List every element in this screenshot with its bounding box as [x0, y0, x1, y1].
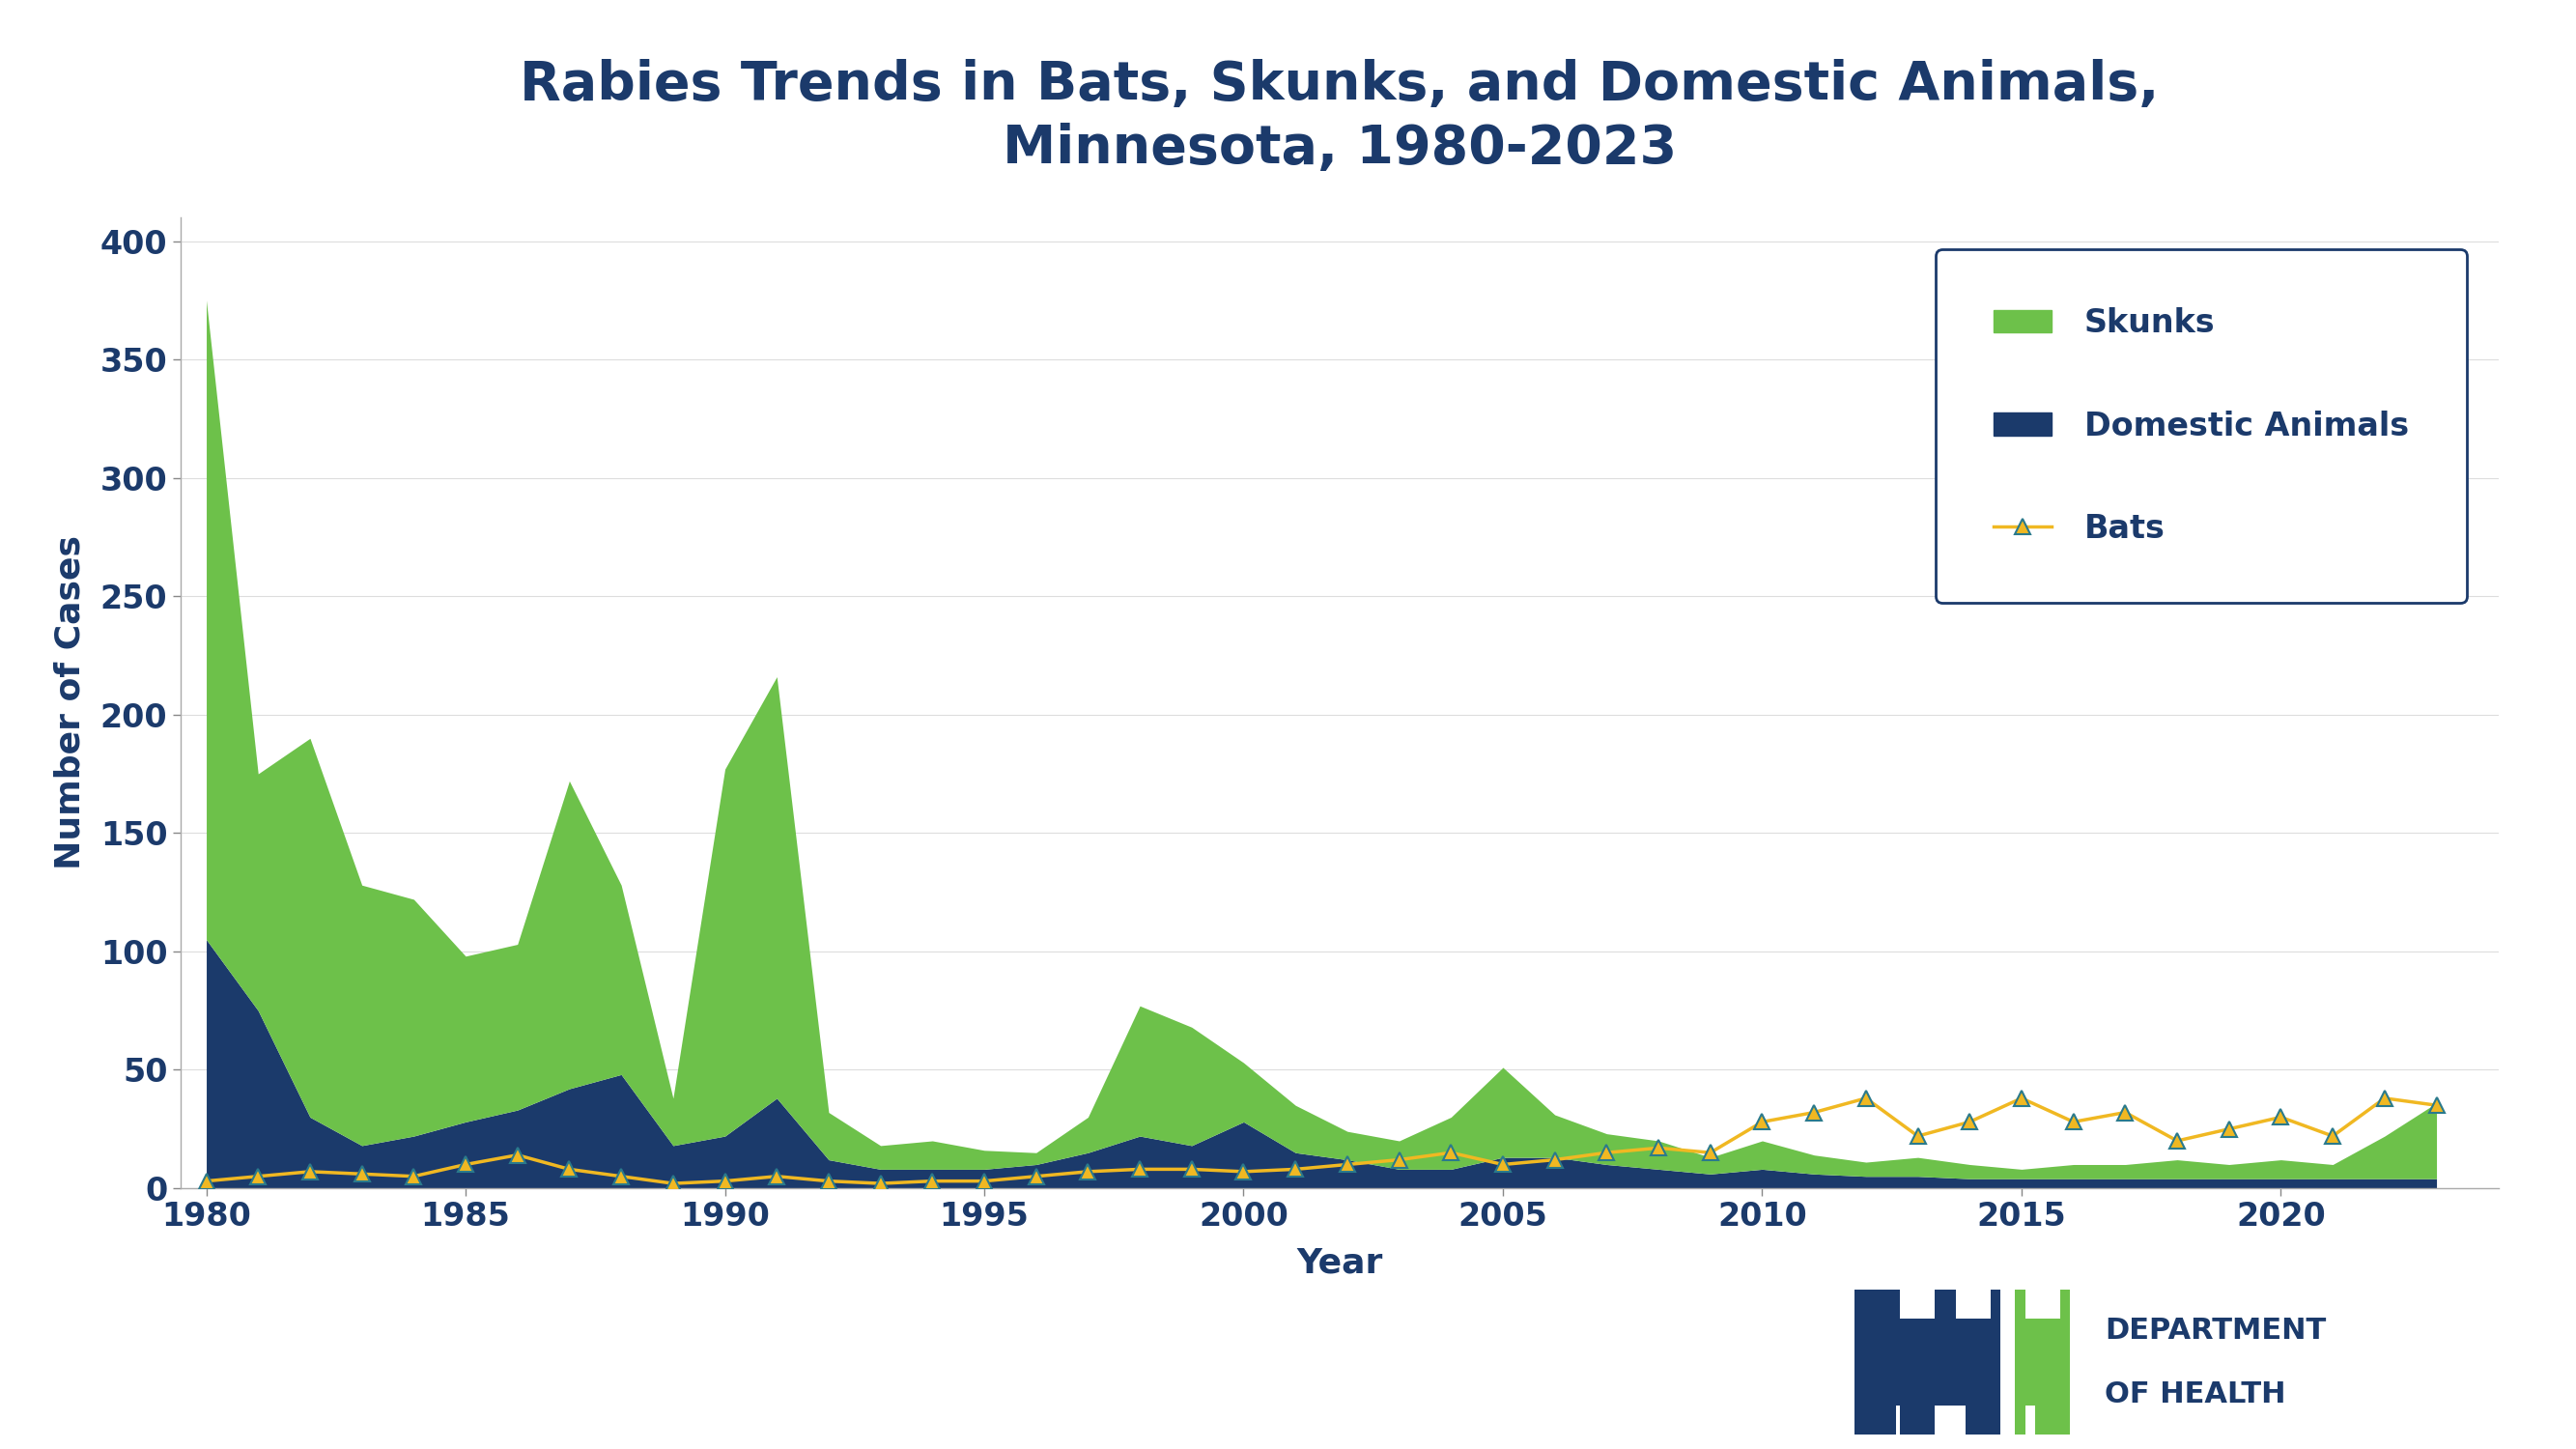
X-axis label: Year: Year [1296, 1246, 1383, 1279]
Legend: Skunks, Domestic Animals, Bats: Skunks, Domestic Animals, Bats [1935, 249, 2468, 603]
Text: DEPARTMENT: DEPARTMENT [2105, 1316, 2326, 1345]
Text: OF HEALTH: OF HEALTH [2105, 1379, 2287, 1408]
Title: Rabies Trends in Bats, Skunks, and Domestic Animals,
Minnesota, 1980-2023: Rabies Trends in Bats, Skunks, and Domes… [520, 59, 2159, 175]
Polygon shape [1855, 1290, 1896, 1435]
Polygon shape [1945, 1290, 2002, 1435]
Y-axis label: Number of Cases: Number of Cases [54, 536, 88, 869]
Polygon shape [1891, 1290, 1945, 1435]
Polygon shape [2014, 1290, 2071, 1435]
